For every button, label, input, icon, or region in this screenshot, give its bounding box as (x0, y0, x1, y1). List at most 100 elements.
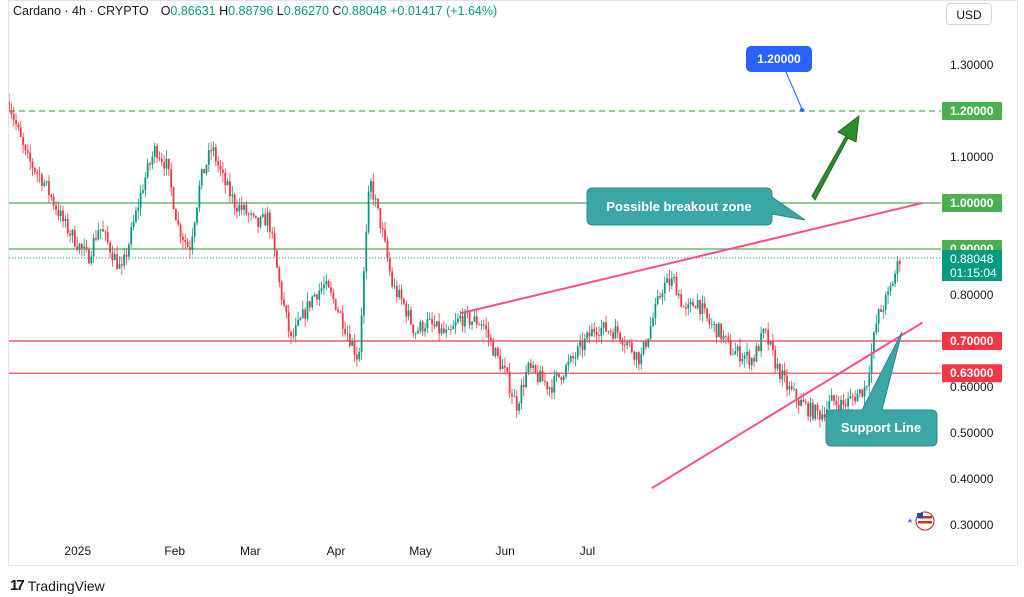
candle-body (271, 232, 274, 234)
candle-body (579, 341, 582, 347)
candle-body (659, 296, 661, 298)
candle-body (45, 181, 48, 183)
candle-body (717, 323, 720, 338)
candle-body (833, 395, 835, 402)
candle-body (555, 373, 558, 376)
candle-body (842, 400, 845, 405)
candle-body (898, 261, 901, 265)
brand[interactable]: 17 TradingView (10, 577, 105, 594)
candle-body (142, 190, 144, 193)
candle-body (527, 362, 530, 372)
candle-body (835, 401, 838, 405)
candle-body (560, 376, 563, 381)
candle-body (57, 209, 60, 216)
currency-button[interactable]: USD (946, 3, 992, 25)
candle-body (88, 249, 90, 264)
candle-body (565, 365, 567, 377)
candle-body (689, 301, 692, 305)
candle-body (297, 319, 300, 326)
candle-body (186, 241, 189, 248)
candle-body (165, 158, 168, 169)
candle-body (259, 216, 262, 227)
candle-body (699, 300, 701, 315)
candle-body (645, 342, 647, 347)
candle-body (877, 309, 880, 324)
candle-body (847, 398, 850, 407)
close-label: C (332, 4, 342, 18)
flag-canton (917, 513, 923, 518)
candle-body (245, 204, 248, 214)
candle-body (22, 136, 25, 145)
candle-body (830, 395, 833, 401)
candle-body (102, 229, 104, 232)
candle-body (36, 171, 39, 174)
candle-body (17, 124, 20, 128)
candle-body (95, 238, 97, 240)
candle-body (569, 356, 572, 362)
y-axis[interactable]: 1.30000 1.10000 0.80000 0.60000 0.50000 0.400… (950, 58, 994, 532)
candle-body (863, 387, 866, 397)
candle-body (586, 332, 589, 339)
candle-body (722, 335, 725, 340)
candle-body (353, 341, 356, 355)
candle-body (419, 321, 422, 331)
candle-body (489, 337, 492, 341)
candle-body (793, 389, 795, 391)
candle-body (748, 351, 751, 366)
last-price-tag (942, 249, 1002, 281)
candle-body (647, 338, 650, 347)
x-tick-label: 2025 (64, 544, 91, 558)
candle-body (734, 351, 737, 355)
event-flag-icon[interactable] (908, 511, 935, 531)
candle-body (261, 214, 264, 217)
candle-body (607, 331, 610, 333)
candle-body (196, 207, 198, 223)
candle-body (442, 328, 445, 333)
candle-body (445, 329, 448, 333)
candle-body (593, 329, 596, 333)
symbol-name[interactable]: Cardano · 4h · CRYPTO (13, 4, 149, 18)
candle-body (64, 218, 67, 222)
candle-body (861, 389, 864, 397)
candle-body (327, 280, 330, 288)
candle-body (473, 316, 476, 322)
candle-body (301, 309, 304, 318)
candle-body (562, 376, 565, 381)
candle-body (583, 338, 586, 350)
candle-body (692, 301, 694, 307)
candle-body (414, 333, 417, 335)
candle-body (83, 246, 86, 249)
target-badge: 1.20000 (746, 46, 812, 112)
candle-body (668, 278, 671, 286)
candle-body (807, 403, 810, 417)
brand-name: TradingView (27, 577, 105, 594)
candle-body (482, 324, 485, 326)
flag-stripe (918, 516, 932, 519)
candle-body (818, 410, 821, 420)
candle-body (250, 213, 252, 215)
candle-body (454, 321, 457, 327)
candle-body (381, 227, 384, 230)
candle-body (724, 335, 727, 337)
candle-body (487, 329, 490, 338)
candle-body (426, 319, 429, 329)
candle-body (149, 163, 151, 165)
candle-body (330, 287, 332, 293)
x-tick-label: Mar (240, 544, 261, 558)
level-price-tag (942, 194, 1002, 212)
x-tick-label: Apr (327, 544, 346, 558)
candle-body (236, 207, 238, 212)
candle-body (741, 358, 744, 362)
candle-body (654, 304, 657, 319)
candle-body (92, 238, 95, 257)
candle-body (776, 363, 779, 369)
change-value: +0.01417 (+1.64%) (390, 4, 498, 18)
candle-body (492, 340, 495, 356)
candle-body (706, 308, 708, 319)
candle-body (478, 324, 480, 326)
candle-body (873, 332, 875, 352)
x-axis[interactable]: 2025 Feb Mar Apr May Jun Jul (64, 544, 595, 558)
candle-body (76, 246, 79, 250)
trendlines (459, 202, 923, 490)
